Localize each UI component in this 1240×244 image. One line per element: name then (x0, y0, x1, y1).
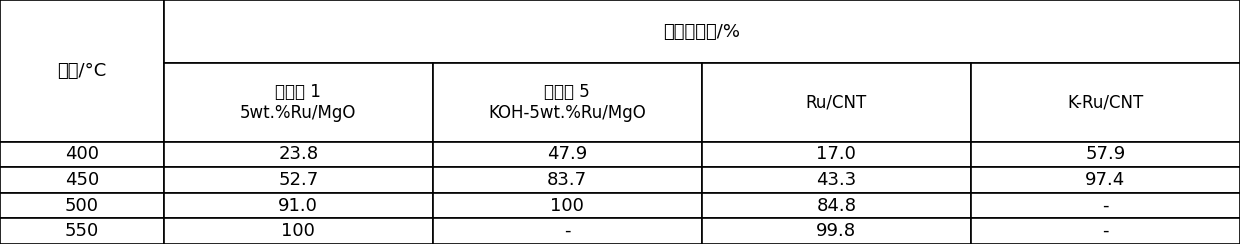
Bar (164, 63, 433, 142)
Text: 23.8: 23.8 (278, 145, 319, 163)
Bar (164, 193, 433, 218)
Bar (433, 218, 702, 244)
Bar (164, 218, 433, 244)
Text: 17.0: 17.0 (816, 145, 857, 163)
Text: 450: 450 (64, 171, 99, 189)
Text: 100: 100 (551, 197, 584, 214)
Bar (433, 142, 702, 167)
Text: Ru/CNT: Ru/CNT (806, 93, 867, 112)
Text: 实施例 5
KOH-5wt.%Ru/MgO: 实施例 5 KOH-5wt.%Ru/MgO (489, 83, 646, 122)
Text: 43.3: 43.3 (816, 171, 857, 189)
Text: 温度/°C: 温度/°C (57, 62, 107, 80)
Bar (433, 167, 702, 193)
Text: 84.8: 84.8 (816, 197, 857, 214)
Text: 100: 100 (281, 222, 315, 240)
Bar (164, 0, 1240, 63)
Text: 97.4: 97.4 (1085, 171, 1126, 189)
Bar (971, 142, 1240, 167)
Text: -: - (1102, 197, 1109, 214)
Text: 氨气转化率/%: 氨气转化率/% (663, 23, 740, 41)
Bar (971, 63, 1240, 142)
Text: 550: 550 (64, 222, 99, 240)
Bar (971, 218, 1240, 244)
Bar (702, 218, 971, 244)
Text: 99.8: 99.8 (816, 222, 857, 240)
Text: -: - (1102, 222, 1109, 240)
Bar (0, 193, 164, 218)
Bar (971, 167, 1240, 193)
Bar (164, 142, 433, 167)
Text: 47.9: 47.9 (547, 145, 588, 163)
Text: 400: 400 (64, 145, 99, 163)
Text: 91.0: 91.0 (278, 197, 319, 214)
Bar (433, 63, 702, 142)
Bar (0, 142, 164, 167)
Bar (433, 193, 702, 218)
Text: 52.7: 52.7 (278, 171, 319, 189)
Bar (971, 193, 1240, 218)
Text: K-Ru/CNT: K-Ru/CNT (1068, 93, 1143, 112)
Bar (702, 142, 971, 167)
Bar (702, 63, 971, 142)
Text: 500: 500 (64, 197, 99, 214)
Bar (0, 218, 164, 244)
Bar (0, 0, 164, 142)
Text: 57.9: 57.9 (1085, 145, 1126, 163)
Bar (0, 167, 164, 193)
Text: 83.7: 83.7 (547, 171, 588, 189)
Text: 实施例 1
5wt.%Ru/MgO: 实施例 1 5wt.%Ru/MgO (241, 83, 356, 122)
Bar (702, 193, 971, 218)
Bar (164, 167, 433, 193)
Text: -: - (564, 222, 570, 240)
Bar (702, 167, 971, 193)
